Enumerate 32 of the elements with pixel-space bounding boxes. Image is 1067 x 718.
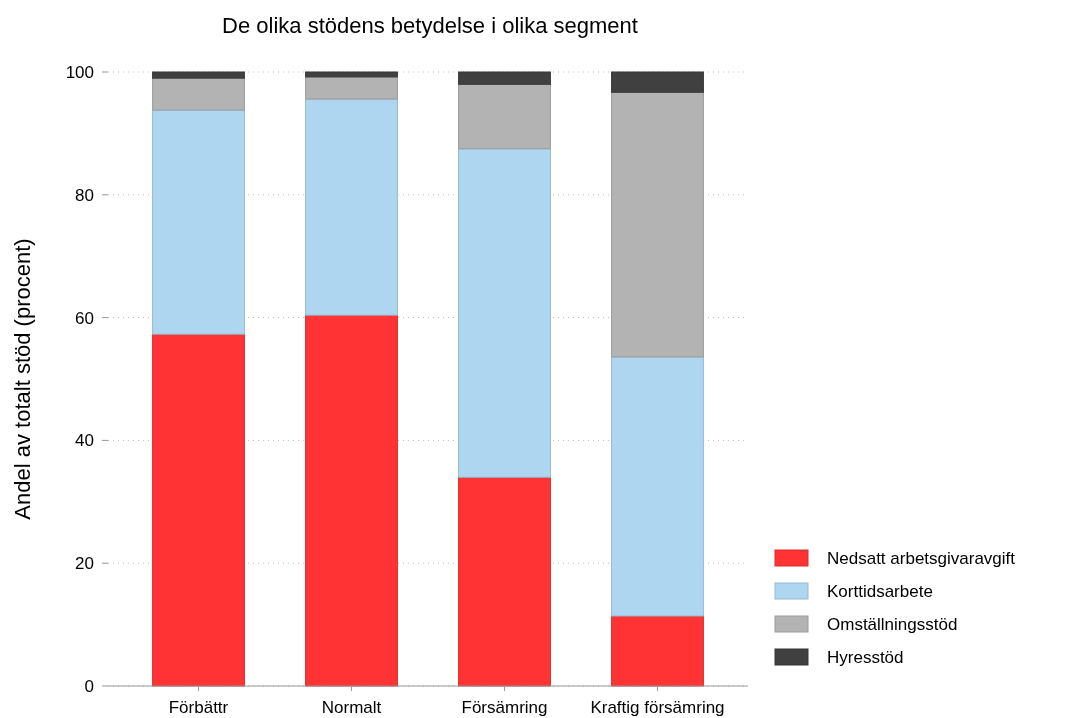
bar <box>152 333 245 687</box>
y-tick-label: 40 <box>75 431 94 451</box>
bar <box>611 615 704 687</box>
bar <box>305 98 398 316</box>
x-tick-label: Normalt <box>321 698 382 717</box>
y-axis-title: Andel av totalt stöd (procent) <box>10 238 35 520</box>
y-tick-label: 0 <box>84 676 94 696</box>
x-tick-label: Kraftig försämring <box>590 698 725 717</box>
legend-label: Hyresstöd <box>827 647 904 667</box>
bar <box>611 356 704 617</box>
y-tick-label: 80 <box>75 185 94 205</box>
bar <box>152 71 245 79</box>
bar <box>152 109 245 335</box>
legend-label: Korttidsarbete <box>827 581 933 601</box>
bar <box>305 76 398 100</box>
legend-label: Omställningsstöd <box>827 614 958 634</box>
bar <box>152 77 245 111</box>
bar <box>611 71 704 93</box>
legend-label: Nedsatt arbetsgivaravgift <box>827 548 1016 568</box>
chart-title: De olika stödens betydelse i olika segment <box>222 13 638 38</box>
bar <box>458 83 551 150</box>
bar <box>458 71 551 85</box>
y-tick-label: 100 <box>65 62 94 82</box>
bar <box>305 71 398 78</box>
x-tick-label: Försämring <box>461 698 548 717</box>
bar <box>611 91 704 358</box>
bar <box>305 314 398 687</box>
y-tick-label: 20 <box>75 554 94 574</box>
y-tick-label: 60 <box>75 308 94 328</box>
x-tick-label: Förbättr <box>168 698 229 717</box>
bar <box>458 148 551 478</box>
bar <box>458 476 551 687</box>
